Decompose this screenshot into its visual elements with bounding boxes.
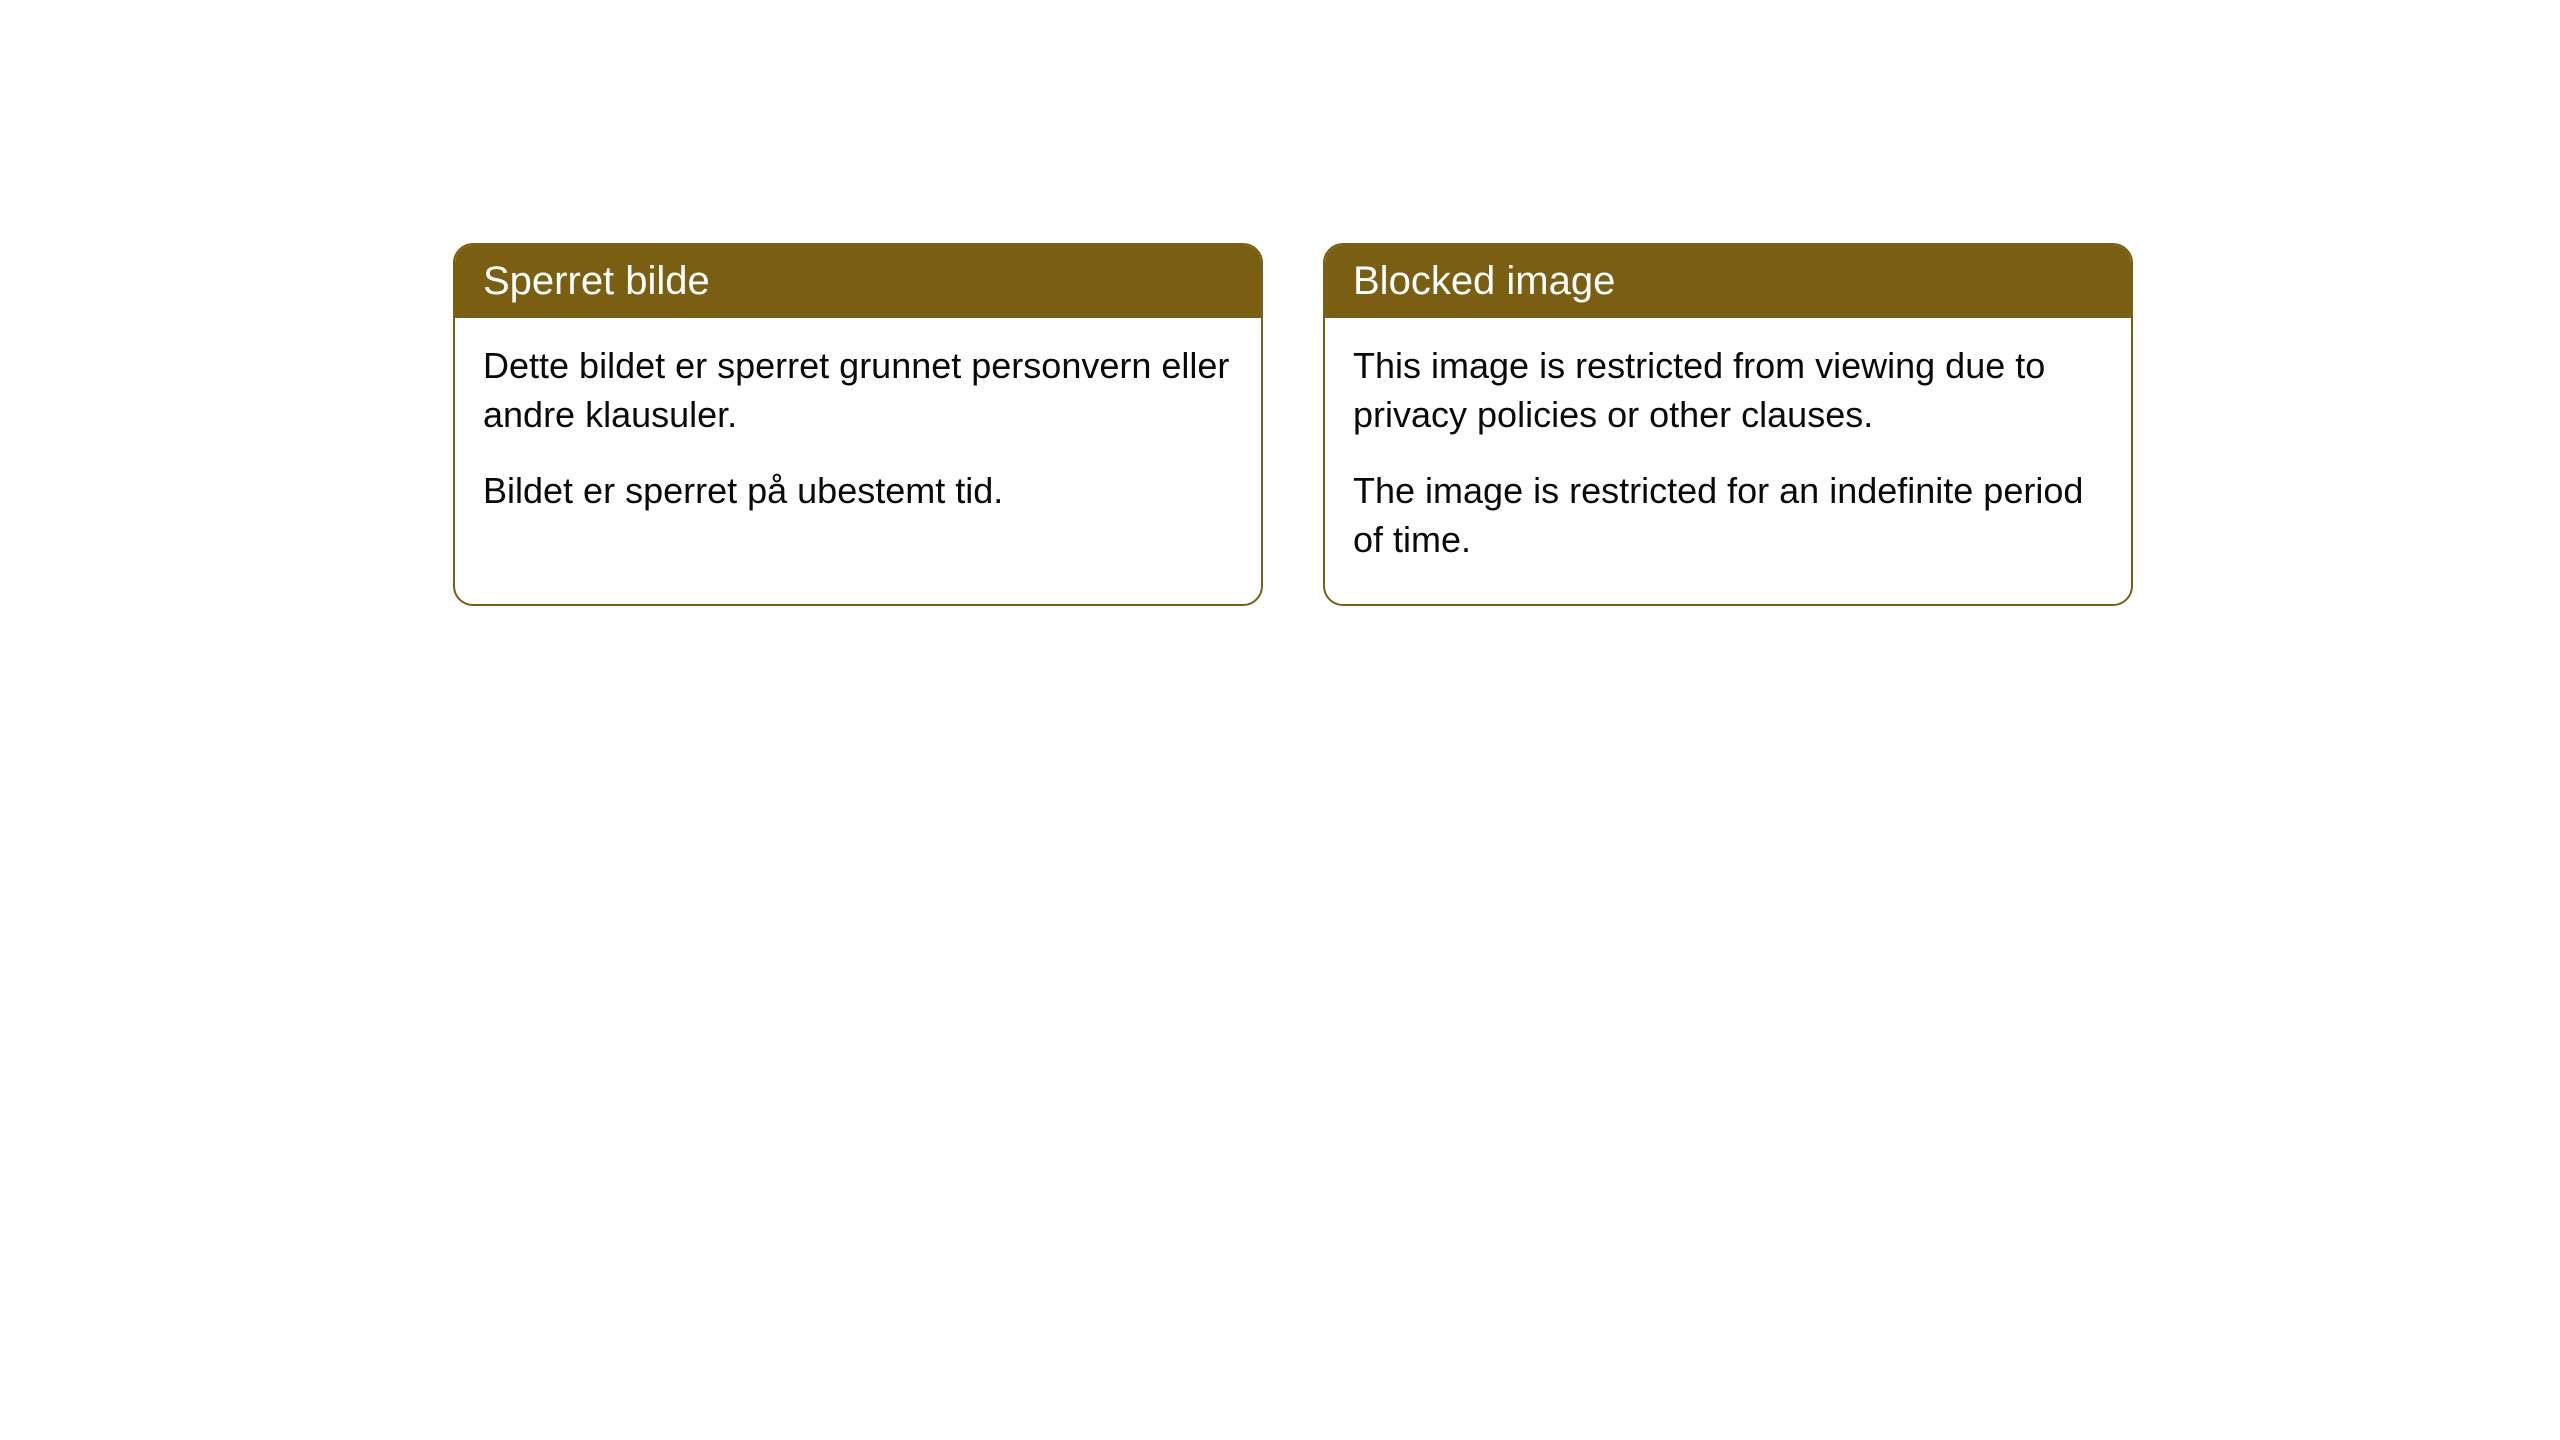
blocked-image-card-english: Blocked image This image is restricted f… <box>1323 243 2133 606</box>
notice-paragraph: The image is restricted for an indefinit… <box>1353 467 2103 564</box>
notice-container: Sperret bilde Dette bildet er sperret gr… <box>453 243 2133 606</box>
card-header-norwegian: Sperret bilde <box>455 245 1261 318</box>
card-body-norwegian: Dette bildet er sperret grunnet personve… <box>455 318 1261 556</box>
card-header-english: Blocked image <box>1325 245 2131 318</box>
notice-paragraph: This image is restricted from viewing du… <box>1353 342 2103 439</box>
blocked-image-card-norwegian: Sperret bilde Dette bildet er sperret gr… <box>453 243 1263 606</box>
card-title: Blocked image <box>1353 259 1615 303</box>
card-title: Sperret bilde <box>483 259 710 303</box>
card-body-english: This image is restricted from viewing du… <box>1325 318 2131 604</box>
notice-paragraph: Bildet er sperret på ubestemt tid. <box>483 467 1233 516</box>
notice-paragraph: Dette bildet er sperret grunnet personve… <box>483 342 1233 439</box>
